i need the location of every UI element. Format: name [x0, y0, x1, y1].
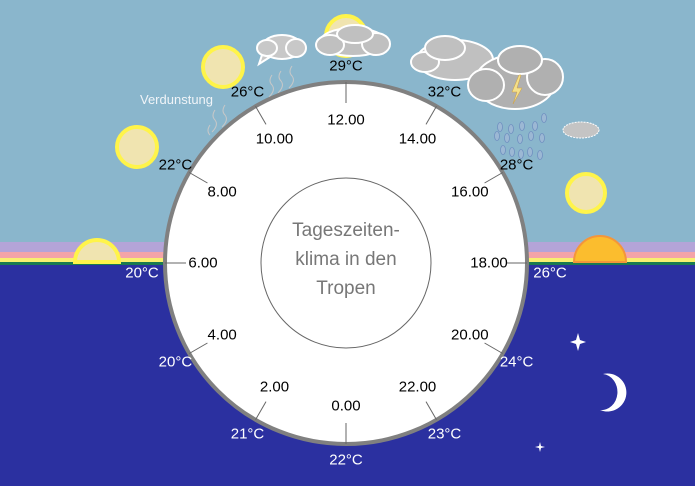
- rain-drop: [509, 147, 515, 157]
- temperature-label: 26°C: [230, 83, 265, 101]
- rain-drop: [532, 121, 538, 131]
- hour-label: 4.00: [207, 326, 237, 343]
- hour-label: 6.00: [188, 254, 218, 272]
- cloud-icon: [315, 24, 391, 57]
- rain-drop: [517, 134, 523, 144]
- rain-drop: [539, 133, 545, 143]
- temperature-label: 23°C: [427, 425, 462, 443]
- hour-label: 14.00: [398, 130, 437, 148]
- hour-label: 18.00: [470, 254, 508, 272]
- setting-sun-icon: [572, 235, 628, 263]
- lightning-icon: [511, 74, 523, 105]
- rain-drop: [527, 147, 533, 157]
- rain-drop: [537, 150, 543, 160]
- rain-drop: [518, 149, 524, 159]
- temperature-label: 32°C: [427, 83, 462, 101]
- evaporation-lines: [207, 65, 294, 136]
- temperature-label: 21°C: [230, 425, 265, 443]
- rising-sun-icon: [72, 238, 122, 264]
- hour-tick: [188, 342, 208, 354]
- rain-drops: [494, 113, 547, 160]
- rain-drop: [528, 131, 534, 141]
- small-cloud-icon: [562, 121, 600, 139]
- title-line: klima in den: [295, 249, 397, 270]
- temperature-label: 22°C: [158, 156, 193, 173]
- hour-tick: [255, 401, 267, 421]
- hour-label: 12.00: [327, 111, 365, 129]
- rain-drop: [504, 133, 510, 143]
- hour-label: 20.00: [451, 326, 489, 343]
- inner-circle: [260, 177, 432, 349]
- title-line: Tropen: [316, 278, 376, 299]
- sun-icon: [201, 45, 245, 89]
- rain-drop: [497, 122, 503, 132]
- hour-label: 10.00: [255, 130, 294, 148]
- hour-label: 0.00: [331, 397, 361, 415]
- hour-tick: [425, 105, 437, 125]
- hour-label: 16.00: [451, 183, 489, 200]
- evaporation-label: Verdunstung: [140, 92, 214, 107]
- rain-drop: [494, 131, 500, 141]
- temperature-label: 20°C: [158, 353, 193, 370]
- small-cloud-icon: [256, 34, 307, 67]
- hour-label: 8.00: [207, 183, 237, 200]
- hour-ticks: [165, 82, 527, 444]
- temperature-label: 20°C: [125, 264, 159, 282]
- hour-tick: [484, 342, 504, 354]
- temperature-label: 28°C: [499, 156, 534, 173]
- temperature-label: 24°C: [499, 353, 534, 370]
- hour-tick: [188, 172, 208, 184]
- temperature-label: 22°C: [329, 451, 363, 469]
- title-line: Tageszeiten-: [292, 220, 400, 241]
- rain-drop: [541, 113, 547, 123]
- temperature-label: 29°C: [329, 57, 363, 75]
- rain-drop: [508, 124, 514, 134]
- sun-icon: [115, 125, 159, 169]
- diagram-title: Tageszeiten- klima in den Tropen: [261, 216, 431, 303]
- star-icon: [535, 442, 545, 452]
- hour-tick: [484, 172, 504, 184]
- moon-icon: [600, 373, 627, 412]
- temperature-label: 26°C: [533, 264, 567, 282]
- sun-icon: [565, 172, 607, 214]
- storm-cloud-icon: [467, 45, 564, 110]
- star-icon: [570, 333, 586, 351]
- rain-drop: [519, 121, 525, 131]
- hour-label: 22.00: [398, 378, 437, 396]
- hour-tick: [425, 401, 437, 421]
- rain-drop: [500, 145, 506, 155]
- hour-tick: [255, 105, 267, 125]
- hour-label: 2.00: [259, 378, 290, 396]
